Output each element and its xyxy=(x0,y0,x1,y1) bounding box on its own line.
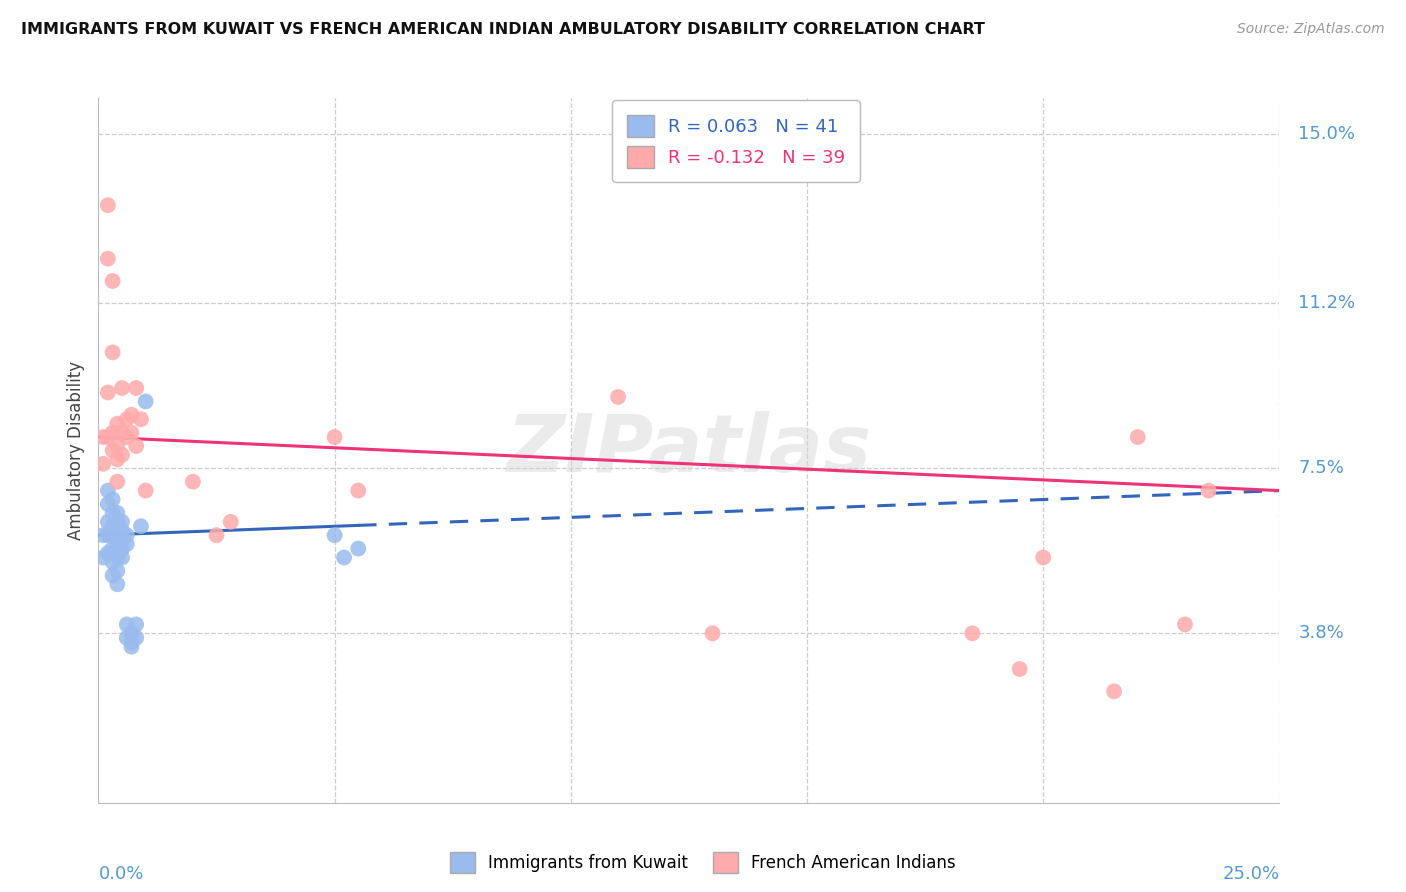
Point xyxy=(97,546,120,560)
Text: 15.0%: 15.0% xyxy=(1298,125,1355,143)
Point xyxy=(91,430,114,444)
Text: Source: ZipAtlas.com: Source: ZipAtlas.com xyxy=(1237,22,1385,37)
Text: 7.5%: 7.5% xyxy=(1298,459,1344,477)
Point xyxy=(1198,483,1220,498)
Point xyxy=(702,626,724,640)
Point xyxy=(101,425,124,440)
Point xyxy=(101,492,124,507)
Point xyxy=(347,483,370,498)
Point xyxy=(323,430,346,444)
Point xyxy=(1008,662,1031,676)
Point xyxy=(97,430,120,444)
Point xyxy=(115,430,138,444)
Point xyxy=(105,541,128,556)
Point xyxy=(121,635,143,649)
Point xyxy=(97,385,120,400)
Point xyxy=(121,626,143,640)
Point xyxy=(323,528,346,542)
Point xyxy=(97,528,120,542)
Point xyxy=(97,252,120,266)
Point xyxy=(97,483,120,498)
Point xyxy=(105,524,128,538)
Point xyxy=(111,533,134,547)
Point xyxy=(115,537,138,551)
Point xyxy=(97,497,120,511)
Point xyxy=(111,425,134,440)
Y-axis label: Ambulatory Disability: Ambulatory Disability xyxy=(66,361,84,540)
Point xyxy=(347,541,370,556)
Point xyxy=(129,519,152,533)
Point xyxy=(121,408,143,422)
Point xyxy=(105,439,128,453)
Point xyxy=(205,528,228,542)
Point xyxy=(101,541,124,556)
Point xyxy=(219,515,242,529)
Point xyxy=(105,452,128,467)
Point xyxy=(111,541,134,556)
Point xyxy=(135,394,157,409)
Text: IMMIGRANTS FROM KUWAIT VS FRENCH AMERICAN INDIAN AMBULATORY DISABILITY CORRELATI: IMMIGRANTS FROM KUWAIT VS FRENCH AMERICA… xyxy=(21,22,986,37)
Point xyxy=(111,515,134,529)
Point xyxy=(115,528,138,542)
Point xyxy=(105,515,128,529)
Point xyxy=(91,528,114,542)
Point xyxy=(91,457,114,471)
Point xyxy=(125,631,148,645)
Point xyxy=(111,448,134,462)
Point xyxy=(962,626,984,640)
Point xyxy=(125,439,148,453)
Point xyxy=(121,425,143,440)
Text: 0.0%: 0.0% xyxy=(98,865,143,883)
Point xyxy=(125,617,148,632)
Point xyxy=(111,524,134,538)
Point xyxy=(91,550,114,565)
Point xyxy=(135,483,157,498)
Point xyxy=(115,617,138,632)
Point xyxy=(101,519,124,533)
Point xyxy=(607,390,630,404)
Point xyxy=(129,412,152,426)
Point xyxy=(1102,684,1125,698)
Point xyxy=(101,345,124,359)
Point xyxy=(181,475,204,489)
Point xyxy=(101,443,124,458)
Point xyxy=(105,564,128,578)
Point xyxy=(111,381,134,395)
Point xyxy=(105,506,128,520)
Point xyxy=(105,577,128,591)
Point xyxy=(1174,617,1197,632)
Point xyxy=(101,506,124,520)
Point xyxy=(105,533,128,547)
Point xyxy=(101,528,124,542)
Text: 25.0%: 25.0% xyxy=(1222,865,1279,883)
Point xyxy=(121,640,143,654)
Text: 3.8%: 3.8% xyxy=(1298,624,1344,642)
Text: 11.2%: 11.2% xyxy=(1298,294,1355,312)
Point xyxy=(1126,430,1149,444)
Point xyxy=(101,274,124,288)
Point xyxy=(105,475,128,489)
Point xyxy=(101,568,124,582)
Point xyxy=(105,417,128,431)
Point xyxy=(115,631,138,645)
Legend: R = 0.063   N = 41, R = -0.132   N = 39: R = 0.063 N = 41, R = -0.132 N = 39 xyxy=(613,100,860,182)
Point xyxy=(97,515,120,529)
Point xyxy=(111,550,134,565)
Point xyxy=(1032,550,1054,565)
Point xyxy=(105,550,128,565)
Point xyxy=(333,550,356,565)
Point xyxy=(115,412,138,426)
Point xyxy=(97,198,120,212)
Legend: Immigrants from Kuwait, French American Indians: Immigrants from Kuwait, French American … xyxy=(443,846,963,880)
Text: ZIPatlas: ZIPatlas xyxy=(506,411,872,490)
Point xyxy=(101,555,124,569)
Point xyxy=(125,381,148,395)
